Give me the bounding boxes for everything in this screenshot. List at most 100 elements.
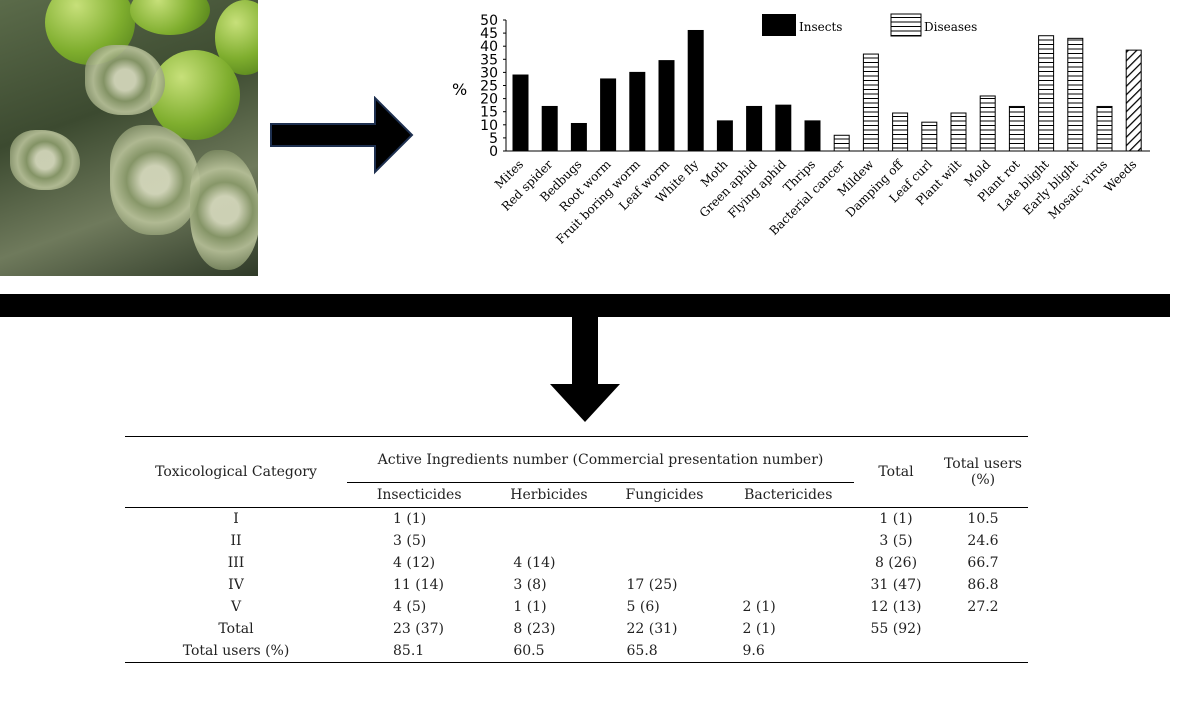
- subheader: Insecticides: [347, 482, 492, 508]
- table-cell: [607, 530, 723, 552]
- y-tick-label: 10: [480, 118, 498, 134]
- table-cell: 27.2: [967, 599, 999, 615]
- table-cell: 1 (1): [513, 599, 547, 615]
- table-cell: [723, 508, 855, 531]
- bar-weeds: [1125, 49, 1142, 152]
- bar-early-blight: [1067, 37, 1084, 152]
- bar-plant-rot: [1008, 105, 1025, 152]
- y-tick-label: 30: [480, 65, 498, 81]
- table-cell: [491, 508, 606, 531]
- y-tick-label: 45: [480, 26, 498, 42]
- bar-green-aphid: [746, 105, 763, 152]
- table-cell: 1 (1): [879, 511, 913, 527]
- table-cell: 2 (1): [742, 599, 776, 615]
- bar-moth: [716, 120, 733, 152]
- table-cell: 24.6: [967, 533, 999, 549]
- table-cell: 3 (5): [393, 533, 427, 549]
- table-cell: [491, 530, 606, 552]
- table-cell: 8 (23): [513, 621, 556, 637]
- bar-mildew: [862, 53, 879, 152]
- header-active-ingredients: Active Ingredients number (Commercial pr…: [347, 436, 854, 483]
- header-total: Total: [854, 436, 938, 508]
- tomato-plant-photo: [0, 0, 258, 276]
- table-row: V 4 (5) 1 (1) 5 (6) 2 (1) 12 (13) 27.2: [125, 596, 1028, 618]
- header-category: Toxicological Category: [125, 436, 347, 508]
- table-cell: 66.7: [967, 555, 999, 571]
- bar-mold: [979, 95, 996, 152]
- y-tick-label: 25: [480, 79, 498, 95]
- table-row: III 4 (12) 4 (14) 8 (26) 66.7: [125, 552, 1028, 574]
- bar-leaf-curl: [921, 121, 938, 152]
- bar-mosaic-virus: [1096, 105, 1113, 152]
- bar-fruit-boring-worm: [629, 71, 646, 152]
- table-cell: 8 (26): [874, 555, 918, 571]
- table-cell: [938, 618, 1028, 640]
- table-cell: 4 (12): [393, 555, 436, 571]
- horizontal-divider-bar: [0, 294, 1170, 317]
- table-cell: [723, 530, 855, 552]
- table-cell: 1 (1): [393, 511, 427, 527]
- subheader: Bactericides: [722, 482, 854, 508]
- bar-white-fly: [687, 29, 704, 152]
- y-tick-label: 15: [480, 105, 498, 121]
- legend-insects-swatch: [762, 14, 796, 36]
- y-axis-label: %: [452, 80, 467, 99]
- subheader: Fungicides: [606, 482, 723, 508]
- y-tick-label: 35: [480, 52, 498, 68]
- y-tick-label: 20: [480, 92, 498, 108]
- y-tick-label: 50: [480, 13, 498, 29]
- table-cell: Total: [218, 621, 254, 637]
- table-cell: [723, 552, 855, 574]
- table-cell: 23 (37): [393, 621, 445, 637]
- legend-insects-label: Insects: [799, 20, 842, 34]
- table-cell: [854, 640, 938, 663]
- bar-leaf-worm: [658, 60, 675, 152]
- bar-damping-off: [892, 112, 909, 152]
- table-cell: 10.5: [967, 511, 999, 527]
- table-cell: 17 (25): [626, 577, 678, 593]
- table-cell: 11 (14): [393, 577, 445, 593]
- table-row: Total 23 (37) 8 (23) 22 (31) 2 (1) 55 (92): [125, 618, 1028, 640]
- bar-thrips: [804, 120, 821, 152]
- table-row: Total users (%) 85.1 60.5 65.8 9.6: [125, 640, 1028, 663]
- table-cell: V: [230, 599, 242, 615]
- table-cell: 4 (5): [393, 599, 427, 615]
- table-cell: 31 (47): [870, 577, 922, 593]
- table-cell: 85.1: [347, 640, 492, 663]
- table-cell: 55 (92): [870, 621, 922, 637]
- y-tick-label: 5: [489, 131, 498, 147]
- table-cell: 4 (14): [513, 555, 556, 571]
- down-arrow: [550, 316, 620, 422]
- table-cell: 5 (6): [626, 599, 660, 615]
- table-cell: [938, 640, 1028, 663]
- table-cell: 3 (5): [879, 533, 913, 549]
- bar-late-blight: [1038, 35, 1055, 152]
- bar-red-spider: [541, 105, 558, 152]
- header-total-users: Total users (%): [938, 436, 1028, 508]
- table-cell: IV: [228, 577, 244, 593]
- x-tick-label: Weeds: [1102, 157, 1140, 195]
- table-row: IV 11 (14) 3 (8) 17 (25) 31 (47) 86.8: [125, 574, 1028, 596]
- table-cell: Total users (%): [125, 640, 347, 663]
- table-cell: [607, 552, 723, 574]
- table-cell: [723, 574, 855, 596]
- right-arrow: [270, 96, 414, 175]
- table-cell: 9.6: [722, 640, 854, 663]
- bar-mites: [512, 74, 529, 152]
- legend-diseases-swatch: [890, 13, 922, 37]
- table-cell: 60.5: [491, 640, 607, 663]
- table-cell: I: [233, 511, 239, 527]
- bar-plant-wilt: [950, 112, 967, 152]
- bar-bacterial-cancer: [833, 134, 850, 152]
- table-cell: 3 (8): [513, 577, 547, 593]
- table-cell: 65.8: [606, 640, 723, 663]
- subheader: Herbicides: [491, 482, 607, 508]
- table-cell: 22 (31): [626, 621, 678, 637]
- table-cell: [607, 508, 723, 531]
- table-cell: III: [227, 555, 245, 571]
- bar-root-worm: [600, 78, 617, 152]
- table-row: II 3 (5) 3 (5) 24.6: [125, 530, 1028, 552]
- table-cell: II: [230, 533, 242, 549]
- legend-diseases-label: Diseases: [924, 20, 977, 34]
